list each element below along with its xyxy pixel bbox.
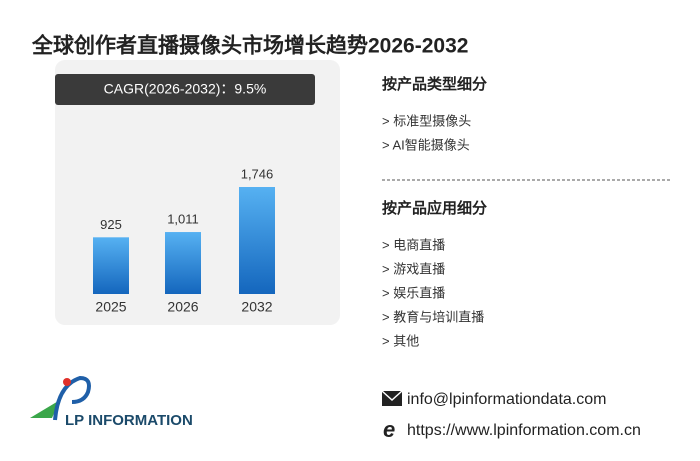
segment-title: 按产品应用细分 — [382, 199, 487, 217]
cagr-label: CAGR(2026-2032)：9.5% — [104, 81, 267, 97]
x-tick-label: 2026 — [167, 299, 198, 315]
segment-title: 按产品类型细分 — [382, 75, 487, 93]
web-icon: e — [383, 417, 395, 442]
bar — [165, 232, 201, 294]
value-label: 1,011 — [167, 211, 199, 226]
value-label: 1,746 — [241, 166, 274, 181]
website: https://www.lpinformation.com.cn — [407, 422, 641, 439]
bar — [239, 187, 275, 294]
x-tick-label: 2025 — [95, 299, 126, 315]
value-label: 925 — [100, 217, 122, 232]
x-tick-label: 2032 — [241, 299, 272, 315]
email: info@lpinformationdata.com — [407, 391, 606, 408]
cagr-box — [55, 74, 315, 105]
segment-item: > 电商直播 — [382, 237, 445, 252]
segment-item: > 教育与培训直播 — [382, 309, 484, 324]
logo-icon — [30, 375, 91, 421]
segment-item: > 游戏直播 — [382, 261, 445, 276]
segment-item: > 娱乐直播 — [382, 285, 445, 300]
bar — [93, 237, 129, 294]
logo-text: LP INFORMATION — [65, 412, 193, 429]
segment-item: > 其他 — [382, 333, 419, 348]
email-icon — [381, 390, 403, 406]
segment-item: > 标准型摄像头 — [382, 113, 471, 128]
page-title: 全球创作者直播摄像头市场增长趋势2026-2032 — [31, 34, 468, 58]
segment-item: > AI智能摄像头 — [382, 137, 470, 152]
